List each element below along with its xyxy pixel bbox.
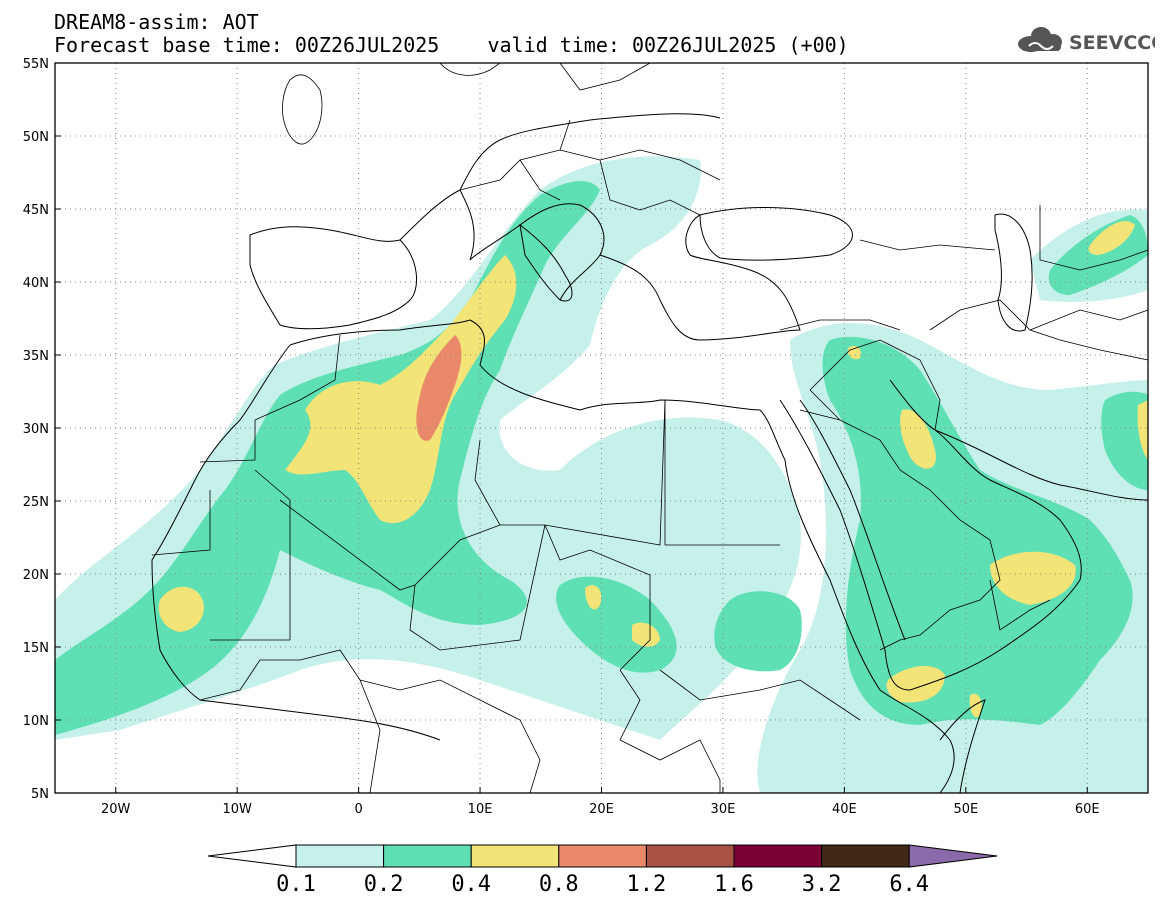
- aot-area-iran-green: [1101, 391, 1148, 490]
- lat-tick-label: 20N: [23, 568, 49, 583]
- border-niger: [409, 524, 546, 651]
- colorbar-segment: [295, 844, 385, 868]
- coastline-europe: [399, 113, 721, 301]
- colorbar-level-label: 6.4: [889, 872, 929, 897]
- aot-area-yemen-yellow: [886, 665, 945, 703]
- coastline-balkans-turkey: [599, 214, 801, 341]
- forecast-time-line: Forecast base time: 00Z26JUL2025 valid t…: [54, 33, 849, 57]
- logo-text: SEEVCCC: [1069, 32, 1155, 54]
- country-borders: [151, 63, 1148, 793]
- aot-area-algeria-orange: [416, 335, 462, 441]
- aot-area-somalia-yellow: [969, 693, 982, 718]
- lat-tick-label: 30N: [23, 422, 49, 437]
- coastline-horn: [939, 699, 986, 793]
- colorbar-level-label: 0.2: [364, 872, 404, 897]
- lat-tick-label: 10N: [23, 714, 49, 729]
- aot-area-caspian-yellow: [1088, 221, 1135, 255]
- border-mauritania: [151, 469, 291, 641]
- border-westafrica: [199, 649, 541, 793]
- lon-tick-label: 40E: [832, 802, 857, 817]
- lat-tick-label: 15N: [23, 641, 49, 656]
- colorbar-level-label: 1.6: [714, 872, 754, 897]
- border-saudi: [799, 409, 1001, 651]
- lon-tick-label: 0: [354, 802, 362, 817]
- lat-tick-label: 35N: [23, 349, 49, 364]
- coastlines: [151, 113, 1148, 793]
- aot-area-iran-yellow: [1137, 400, 1148, 460]
- border-yemen-oman: [989, 579, 1051, 631]
- aot-area-algeria-yellow: [285, 255, 517, 524]
- colorbar-segment: [821, 844, 910, 868]
- border-uk: [282, 74, 323, 145]
- colorbar-level-label: 0.1: [276, 872, 316, 897]
- lon-tick-label: 20W: [101, 802, 131, 817]
- lon-tick-label: 30E: [711, 802, 736, 817]
- aot-area-chad-green: [556, 576, 677, 673]
- colorbar-segment: [645, 844, 735, 868]
- aot-colorbar: 0.1 0.2 0.4 0.8 1.2 1.6 3.2 6.4: [207, 844, 998, 897]
- aot-area-senegal-yellow: [158, 586, 204, 632]
- coastline-persian-gulf: [934, 429, 1148, 501]
- aot-shading: [55, 156, 1148, 793]
- coastline-italy: [519, 223, 573, 302]
- colorbar-level-label: 1.2: [627, 872, 667, 897]
- map-frame: [54, 62, 1149, 794]
- aot-area-sudan-green: [714, 591, 802, 672]
- lat-lon-grid: 20W 10W 0 10E 20E 30E 40E 50E 60E 55N 50N 45N 40N 35N…: [23, 57, 1148, 817]
- aot-area-iraq-yellow: [900, 409, 936, 469]
- aot-area-chad-yellow-b: [632, 622, 660, 647]
- colorbar-segment: [470, 844, 560, 868]
- colorbar-arrow-low: [207, 844, 297, 868]
- border-scandinavia: [439, 63, 651, 91]
- lat-tick-label: 50N: [23, 130, 49, 145]
- lon-tick-label: 10W: [222, 802, 252, 817]
- coastline-caspian: [994, 213, 1033, 332]
- coastline-africa-west: [151, 344, 441, 741]
- colorbar-level-label: 3.2: [802, 872, 842, 897]
- lon-tick-label: 60E: [1075, 802, 1100, 817]
- cloud-icon: [1018, 27, 1062, 52]
- lat-tick-label: 5N: [31, 787, 49, 802]
- lat-tick-label: 40N: [23, 276, 49, 291]
- coastline-red-sea: [779, 399, 911, 691]
- seevccc-logo: SEEVCCC: [1018, 27, 1155, 54]
- border-iraq: [809, 339, 941, 431]
- lon-tick-label: 50E: [953, 802, 978, 817]
- aot-level-0.4-area: [158, 221, 1148, 718]
- colorbar-arrow-high: [908, 844, 998, 868]
- aot-level-0.8-area: [416, 335, 462, 441]
- map-title: DREAM8-assim: AOT: [54, 10, 259, 34]
- lon-tick-label: 20E: [589, 802, 614, 817]
- lat-tick-label: 45N: [23, 203, 49, 218]
- coastline-africa-north: [289, 319, 955, 793]
- colorbar-segment: [733, 844, 823, 868]
- lat-tick-label: 55N: [23, 57, 49, 72]
- border-morocco: [199, 334, 341, 463]
- lat-tick-label: 25N: [23, 495, 49, 510]
- border-iran: [929, 299, 1148, 361]
- lon-tick-label: 10E: [468, 802, 493, 817]
- border-europe: [459, 119, 721, 216]
- border-caucasus-central-asia: [859, 205, 1148, 331]
- border-libya: [474, 399, 666, 546]
- border-centralafrica: [619, 669, 721, 793]
- aot-area-oman-yellow: [990, 551, 1076, 605]
- colorbar-segment: [558, 844, 647, 868]
- colorbar-level-label: 0.4: [451, 872, 491, 897]
- border-egypt-sudan: [664, 400, 780, 546]
- colorbar-level-label: 0.8: [539, 872, 579, 897]
- aot-area-chad-yellow-a: [585, 585, 602, 610]
- border-chad: [544, 524, 651, 671]
- coastline-iberia: [249, 226, 418, 330]
- border-turkey-syria: [779, 319, 901, 331]
- colorbar-segment: [383, 844, 472, 868]
- border-sudan-ethiopia: [659, 669, 861, 721]
- coastline-black-sea: [699, 207, 853, 261]
